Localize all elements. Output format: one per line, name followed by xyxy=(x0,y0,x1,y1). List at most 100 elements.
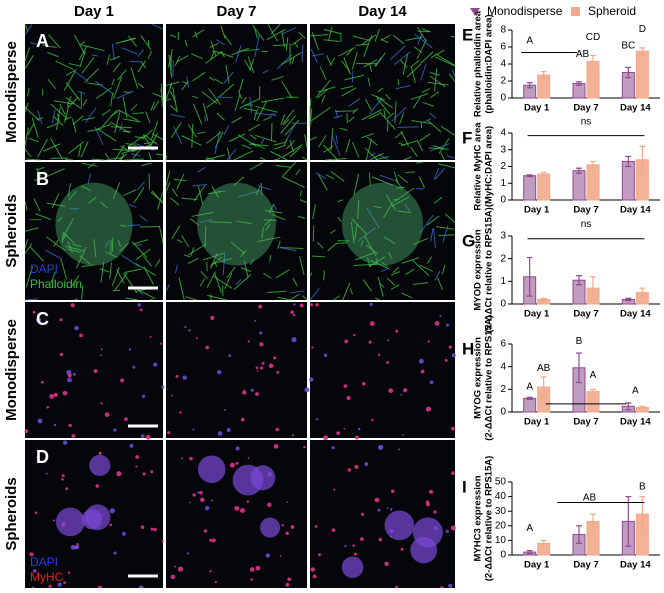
speck xyxy=(196,337,198,339)
fiber xyxy=(271,123,272,141)
micrograph xyxy=(166,24,307,160)
annotation: A xyxy=(632,386,639,397)
speck xyxy=(46,473,48,475)
speck xyxy=(178,567,183,572)
speck xyxy=(388,388,393,393)
speck xyxy=(348,468,351,471)
speck xyxy=(192,429,194,431)
y-axis-label: (2-ΔΔCt relative to RPS15A) xyxy=(484,207,495,333)
speck xyxy=(250,578,253,581)
speck xyxy=(189,457,193,461)
speck xyxy=(266,553,270,557)
y-tick-label: 40 xyxy=(495,491,507,502)
micrograph xyxy=(310,24,455,160)
bar xyxy=(573,171,585,200)
x-tick-label: Day 14 xyxy=(620,103,651,114)
speck xyxy=(151,528,154,531)
speck xyxy=(347,396,351,400)
speck xyxy=(204,529,207,532)
speck xyxy=(171,575,175,579)
micrograph-background xyxy=(310,440,455,588)
speck xyxy=(71,434,75,438)
speck xyxy=(161,385,164,388)
legend-marker xyxy=(571,7,580,16)
micrograph xyxy=(310,440,456,588)
speck xyxy=(262,362,265,365)
speck xyxy=(287,577,291,581)
micrograph xyxy=(166,162,307,300)
speck xyxy=(313,574,317,578)
bar xyxy=(587,392,599,412)
speck xyxy=(251,389,254,392)
speck xyxy=(184,326,186,328)
y-tick-label: 8 xyxy=(500,25,506,36)
speck xyxy=(370,321,375,326)
speck xyxy=(259,331,262,334)
speck xyxy=(258,305,262,309)
speck xyxy=(445,359,448,362)
speck xyxy=(67,378,72,383)
y-tick-label: 3 xyxy=(500,144,506,155)
fiber xyxy=(325,159,332,160)
x-tick-label: Day 1 xyxy=(524,560,550,571)
speck xyxy=(276,428,279,431)
fiber xyxy=(207,262,208,271)
speck xyxy=(256,366,259,369)
bar xyxy=(524,398,536,412)
speck xyxy=(430,380,434,384)
speck xyxy=(303,446,305,448)
speck xyxy=(24,429,28,433)
speck xyxy=(199,491,203,495)
spheroid xyxy=(410,537,437,564)
speck xyxy=(315,525,318,528)
speck xyxy=(419,359,424,364)
speck xyxy=(310,567,314,571)
y-tick-label: 20 xyxy=(495,520,507,531)
speck xyxy=(449,346,452,349)
bar xyxy=(636,51,648,98)
y-tick-label: 10 xyxy=(495,535,507,546)
speck xyxy=(259,342,263,346)
speck xyxy=(54,393,58,397)
y-axis-label: Relative phalloidin area xyxy=(473,10,484,117)
speck xyxy=(217,370,221,374)
speck xyxy=(421,370,425,374)
speck xyxy=(49,394,54,399)
speck xyxy=(105,412,110,417)
speck xyxy=(362,382,366,386)
y-tick-label: 4 xyxy=(500,128,506,139)
y-axis-label: MYOG expression xyxy=(473,337,484,419)
micrograph xyxy=(166,440,307,588)
speck xyxy=(375,498,380,503)
y-tick-label: 1 xyxy=(500,276,506,287)
x-tick-label: Day 7 xyxy=(573,205,598,216)
speck xyxy=(324,354,327,357)
speck xyxy=(114,551,117,554)
spheroid xyxy=(233,465,264,496)
speck xyxy=(452,353,456,357)
y-tick-label: 6 xyxy=(500,339,506,350)
speck xyxy=(60,353,63,356)
micrograph xyxy=(166,302,309,438)
speck xyxy=(310,303,313,306)
speck xyxy=(141,434,145,438)
speck xyxy=(282,524,284,526)
speck xyxy=(109,524,112,527)
annotation: A xyxy=(590,370,597,381)
speck xyxy=(53,520,55,522)
x-tick-label: Day 7 xyxy=(573,417,598,428)
speck xyxy=(390,508,392,510)
y-tick-label: 50 xyxy=(495,477,507,488)
fiber xyxy=(352,71,353,82)
speck xyxy=(311,346,313,348)
panel-letter: F xyxy=(462,128,472,147)
micrograph-background xyxy=(166,302,307,438)
speck xyxy=(63,581,66,584)
speck xyxy=(171,395,173,397)
speck xyxy=(285,583,289,587)
column-header: Day 14 xyxy=(358,3,407,20)
speck xyxy=(315,303,318,306)
speck xyxy=(387,339,389,341)
speck xyxy=(273,356,276,359)
